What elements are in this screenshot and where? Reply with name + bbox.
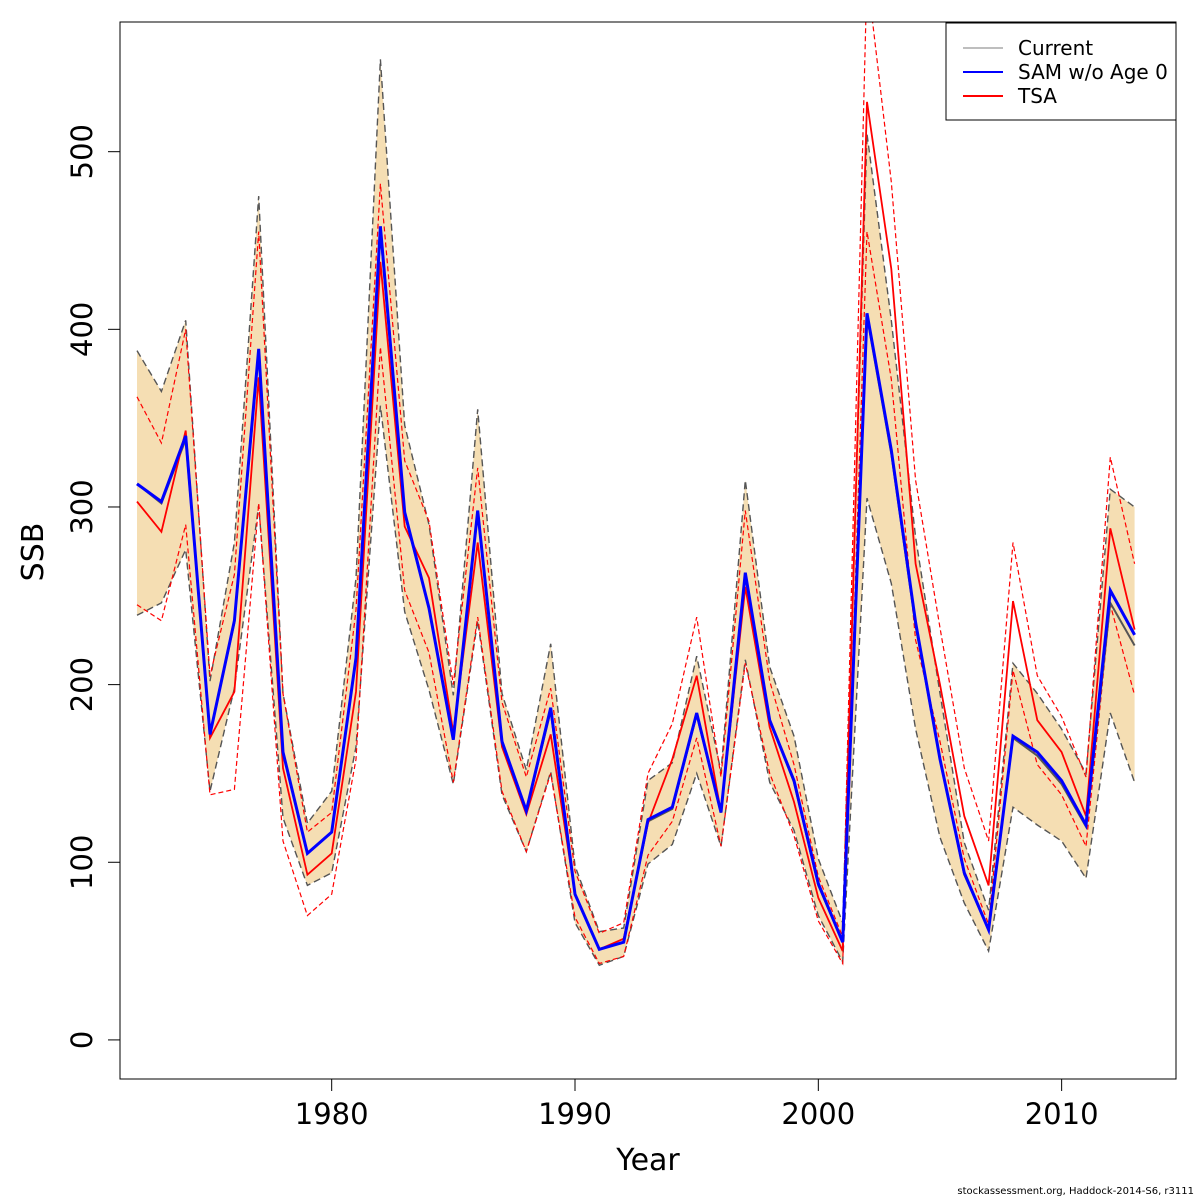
current-upper-line (136, 59, 1136, 933)
x-tick-label-1980: 1980 (295, 1097, 369, 1131)
legend-label-tsa: TSA (1017, 84, 1057, 108)
x-axis-label: Year (615, 1143, 680, 1178)
legend-label-sam: SAM w/o Age 0 (1018, 60, 1168, 84)
x-tick-label-2000: 2000 (781, 1097, 855, 1131)
y-tick-label-300: 300 (65, 479, 99, 534)
y-tick-label-500: 500 (65, 124, 99, 179)
credit-footer: stockassessment.org, Haddock-2014-S6, r3… (957, 1186, 1194, 1197)
x-tick-label-2010: 2010 (1025, 1097, 1099, 1131)
y-axis-label: SSB (16, 523, 51, 582)
plot-area (136, 22, 1136, 967)
x-axis: 1980 1990 2000 2010 (295, 1078, 1099, 1131)
sam-line (136, 226, 1136, 952)
y-axis: 0 100 200 300 400 500 (65, 124, 121, 1049)
current-lower-line (136, 405, 1136, 967)
legend-label-current: Current (1018, 36, 1093, 60)
x-tick-label-1990: 1990 (538, 1097, 612, 1131)
tsa-upper-line (136, 22, 1136, 938)
y-tick-label-400: 400 (65, 302, 99, 357)
y-tick-label-0: 0 (65, 1031, 99, 1049)
tsa-lower-line (136, 231, 1136, 966)
y-tick-label-200: 200 (65, 657, 99, 712)
legend: Current SAM w/o Age 0 TSA (945, 22, 1177, 121)
y-tick-label-100: 100 (65, 835, 99, 890)
